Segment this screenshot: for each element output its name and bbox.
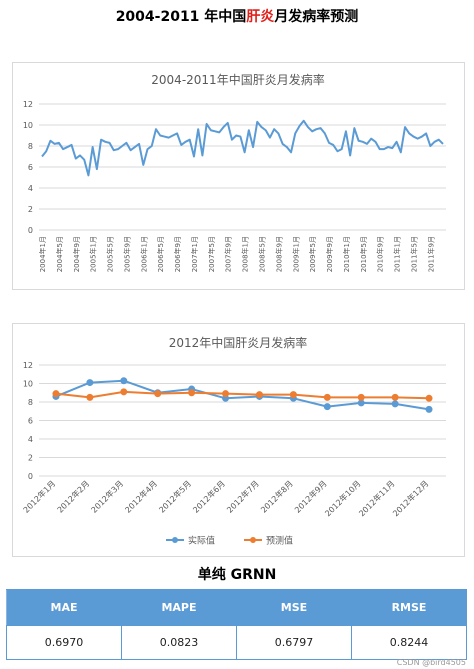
x-tick-label: 2010年9月 xyxy=(376,236,385,272)
x-tick-label: 2006年5月 xyxy=(156,236,165,272)
legend-marker xyxy=(172,537,178,543)
page-title-suffix: 月发病率预测 xyxy=(274,9,359,25)
x-tick-label: 2012年6月 xyxy=(191,478,227,514)
series-line-predicted xyxy=(55,390,430,400)
data-point xyxy=(323,403,331,411)
data-point xyxy=(425,405,433,413)
metrics-table: MAE MAPE MSE RMSE 0.6970 0.0823 0.6797 0… xyxy=(6,589,467,660)
data-point xyxy=(86,393,94,401)
y-tick-label: 12 xyxy=(23,100,33,109)
y-tick-label: 2 xyxy=(28,454,33,463)
x-tick-label: 2009年5月 xyxy=(308,236,317,272)
chart-title: 2004-2011年中国肝炎月发病率 xyxy=(151,72,324,87)
metrics-value-cell: 0.0823 xyxy=(121,625,237,660)
x-tick-label: 2004年1月 xyxy=(38,236,47,272)
data-point xyxy=(255,391,263,399)
section-title: 单纯 GRNN xyxy=(197,567,277,583)
x-tick-label: 2005年9月 xyxy=(122,236,131,272)
x-tick-label: 2004年5月 xyxy=(55,236,64,272)
data-point xyxy=(120,377,128,385)
y-tick-label: 4 xyxy=(28,184,33,193)
x-tick-label: 2006年1月 xyxy=(139,236,148,272)
data-point xyxy=(289,391,297,399)
watermark: CSDN @bird4505 xyxy=(396,658,466,667)
x-tick-label: 2011年9月 xyxy=(426,236,435,272)
x-tick-label: 2005年5月 xyxy=(106,236,115,272)
y-tick-label: 2 xyxy=(28,205,33,214)
metrics-header-cell: RMSE xyxy=(351,589,467,626)
x-tick-label: 2012年4月 xyxy=(123,478,159,514)
page-title-highlight: 肝炎 xyxy=(246,9,275,25)
y-tick-label: 10 xyxy=(23,121,33,130)
data-point xyxy=(357,393,365,401)
series-line-actual xyxy=(41,119,444,177)
x-tick-label: 2010年1月 xyxy=(342,236,351,272)
x-tick-label: 2012年2月 xyxy=(55,478,91,514)
data-point xyxy=(120,388,128,396)
x-tick-label: 2011年1月 xyxy=(393,236,402,272)
y-tick-label: 8 xyxy=(28,142,33,151)
metrics-value-row: 0.6970 0.0823 0.6797 0.8244 xyxy=(6,625,467,660)
monthly-incidence-chart-2004-2011: 2004-2011年中国肝炎月发病率 0 2 4 6 8 10 12 2004年1月 2004年5… xyxy=(12,62,465,290)
data-point xyxy=(391,400,399,408)
x-tick-label: 2006年9月 xyxy=(173,236,182,272)
metrics-value-cell: 0.6970 xyxy=(6,625,122,660)
x-tick-label: 2008年5月 xyxy=(257,236,266,272)
x-tick-label: 2011年5月 xyxy=(409,236,418,272)
chart2-svg: 2012年中国肝炎月发病率0246810122012年1月2012年2月2012… xyxy=(21,335,446,547)
data-point xyxy=(86,379,94,387)
metrics-header-cell: MAPE xyxy=(121,589,237,626)
y-tick-label: 6 xyxy=(28,417,33,426)
x-tick-label: 2004年9月 xyxy=(72,236,81,272)
data-point xyxy=(154,390,162,398)
x-tick-label: 2007年5月 xyxy=(207,236,216,272)
metrics-value-cell: 0.6797 xyxy=(236,625,352,660)
y-tick-label: 10 xyxy=(23,380,33,389)
page-title-prefix: 2004-2011 年中国 xyxy=(115,9,247,25)
x-tick-label: 2012年9月 xyxy=(292,478,328,514)
x-tick-label: 2008年9月 xyxy=(274,236,283,272)
y-tick-label: 0 xyxy=(28,472,33,481)
x-tick-label: 2012年7月 xyxy=(224,478,260,514)
data-point xyxy=(391,393,399,401)
series-line-actual xyxy=(55,379,430,411)
legend-label: 实际值 xyxy=(188,535,215,547)
page-title: 2004-2011 年中国肝炎月发病率预测 xyxy=(0,6,474,26)
x-tick-label: 2007年9月 xyxy=(224,236,233,272)
data-point xyxy=(188,389,196,397)
chart1-svg: 2004-2011年中国肝炎月发病率 0 2 4 6 8 10 12 2004年1月 2004年5… xyxy=(23,72,446,272)
metrics-value-cell: 0.8244 xyxy=(351,625,467,660)
x-tick-label: 2012年1月 xyxy=(21,478,57,514)
metrics-header-row: MAE MAPE MSE RMSE xyxy=(6,589,467,626)
x-tick-label: 2008年1月 xyxy=(241,236,250,272)
data-point xyxy=(222,390,230,398)
metrics-header-cell: MSE xyxy=(236,589,352,626)
legend-marker xyxy=(250,537,256,543)
x-tick-label: 2005年1月 xyxy=(89,236,98,272)
x-tick-label: 2012年3月 xyxy=(89,478,125,514)
monthly-incidence-chart-2012: 2012年中国肝炎月发病率 0 2 4 6 8 10 12 2012年1月 2012年2月 2012… xyxy=(12,323,465,557)
x-tick-label: 2010年5月 xyxy=(359,236,368,272)
metrics-header-cell: MAE xyxy=(6,589,122,626)
x-tick-label: 2012年12月 xyxy=(390,478,430,518)
y-tick-label: 8 xyxy=(28,398,33,407)
y-tick-label: 4 xyxy=(28,435,33,444)
y-tick-label: 6 xyxy=(28,163,33,172)
chart-title: 2012年中国肝炎月发病率 xyxy=(169,335,308,350)
x-tick-label: 2009年9月 xyxy=(325,236,334,272)
data-point xyxy=(425,394,433,402)
x-tick-label: 2007年1月 xyxy=(190,236,199,272)
data-point xyxy=(323,393,331,401)
y-tick-label: 12 xyxy=(23,361,33,370)
data-point xyxy=(52,390,60,398)
x-tick-label: 2012年5月 xyxy=(157,478,193,514)
y-tick-label: 0 xyxy=(28,226,33,235)
x-tick-label: 2012年8月 xyxy=(258,478,294,514)
legend-label: 预测值 xyxy=(266,535,293,547)
x-tick-label: 2009年1月 xyxy=(291,236,300,272)
